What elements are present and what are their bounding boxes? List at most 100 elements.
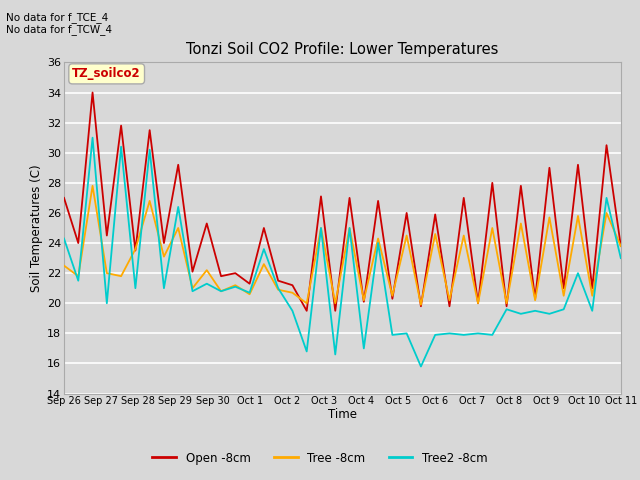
Tree -8cm: [360, 298, 367, 303]
Title: Tonzi Soil CO2 Profile: Lower Temperatures: Tonzi Soil CO2 Profile: Lower Temperatur…: [186, 42, 499, 57]
Tree2 -8cm: [303, 348, 310, 354]
Open -8cm: [246, 281, 253, 287]
Open -8cm: [545, 165, 553, 171]
Open -8cm: [417, 303, 425, 309]
Tree2 -8cm: [403, 331, 410, 336]
Tree -8cm: [232, 282, 239, 288]
Tree -8cm: [103, 270, 111, 276]
Tree -8cm: [203, 267, 211, 273]
Open -8cm: [531, 296, 539, 301]
Tree -8cm: [417, 302, 425, 308]
Tree2 -8cm: [588, 308, 596, 314]
Tree2 -8cm: [531, 308, 539, 314]
Open -8cm: [74, 240, 82, 246]
Tree2 -8cm: [431, 332, 439, 338]
Open -8cm: [388, 296, 396, 301]
Tree -8cm: [217, 288, 225, 294]
Open -8cm: [374, 198, 382, 204]
Tree -8cm: [117, 273, 125, 279]
Tree2 -8cm: [417, 364, 425, 370]
Open -8cm: [445, 303, 453, 309]
Tree2 -8cm: [189, 288, 196, 294]
Tree2 -8cm: [503, 306, 511, 312]
Tree2 -8cm: [517, 311, 525, 317]
Open -8cm: [460, 195, 468, 201]
Open -8cm: [360, 299, 367, 305]
Tree2 -8cm: [217, 288, 225, 294]
Tree -8cm: [388, 293, 396, 299]
Tree -8cm: [60, 263, 68, 268]
Tree2 -8cm: [203, 281, 211, 287]
Tree -8cm: [275, 287, 282, 293]
Tree2 -8cm: [360, 346, 367, 351]
Open -8cm: [117, 123, 125, 129]
Tree -8cm: [74, 273, 82, 279]
Tree2 -8cm: [260, 246, 268, 252]
Tree2 -8cm: [275, 285, 282, 291]
Tree2 -8cm: [246, 290, 253, 296]
Open -8cm: [275, 278, 282, 284]
Tree -8cm: [132, 246, 140, 252]
Tree -8cm: [474, 300, 482, 306]
Tree2 -8cm: [146, 147, 154, 153]
Tree -8cm: [603, 210, 611, 216]
Open -8cm: [503, 303, 511, 309]
Tree -8cm: [574, 213, 582, 219]
Open -8cm: [260, 225, 268, 231]
Tree2 -8cm: [603, 195, 611, 201]
X-axis label: Time: Time: [328, 408, 357, 421]
Tree2 -8cm: [160, 285, 168, 291]
Tree -8cm: [289, 290, 296, 296]
Tree2 -8cm: [474, 331, 482, 336]
Open -8cm: [574, 162, 582, 168]
Tree -8cm: [588, 293, 596, 299]
Open -8cm: [517, 183, 525, 189]
Open -8cm: [403, 210, 410, 216]
Tree -8cm: [260, 261, 268, 267]
Open -8cm: [603, 142, 611, 148]
Text: No data for f_TCE_4: No data for f_TCE_4: [6, 12, 109, 23]
Tree -8cm: [488, 225, 496, 231]
Line: Open -8cm: Open -8cm: [64, 93, 621, 311]
Open -8cm: [189, 269, 196, 275]
Tree -8cm: [403, 233, 410, 239]
Line: Tree2 -8cm: Tree2 -8cm: [64, 138, 621, 367]
Open -8cm: [303, 308, 310, 314]
Open -8cm: [560, 285, 568, 291]
Tree2 -8cm: [346, 225, 353, 231]
Tree2 -8cm: [445, 331, 453, 336]
Tree2 -8cm: [89, 135, 97, 141]
Tree -8cm: [431, 231, 439, 237]
Tree2 -8cm: [74, 278, 82, 284]
Tree -8cm: [531, 298, 539, 303]
Tree2 -8cm: [488, 332, 496, 338]
Legend: Open -8cm, Tree -8cm, Tree2 -8cm: Open -8cm, Tree -8cm, Tree2 -8cm: [148, 447, 492, 469]
Text: TZ_soilco2: TZ_soilco2: [72, 67, 141, 80]
Open -8cm: [174, 162, 182, 168]
Open -8cm: [217, 273, 225, 279]
Tree2 -8cm: [103, 300, 111, 306]
Tree2 -8cm: [460, 332, 468, 338]
Tree -8cm: [332, 300, 339, 306]
Tree -8cm: [545, 215, 553, 220]
Tree -8cm: [517, 221, 525, 227]
Open -8cm: [89, 90, 97, 96]
Tree2 -8cm: [174, 204, 182, 210]
Line: Tree -8cm: Tree -8cm: [64, 186, 621, 305]
Open -8cm: [160, 240, 168, 246]
Text: No data for f_TCW_4: No data for f_TCW_4: [6, 24, 113, 35]
Open -8cm: [232, 270, 239, 276]
Open -8cm: [617, 243, 625, 249]
Tree -8cm: [303, 300, 310, 306]
Tree -8cm: [346, 225, 353, 231]
Y-axis label: Soil Temperatures (C): Soil Temperatures (C): [30, 164, 43, 292]
Tree2 -8cm: [289, 308, 296, 314]
Open -8cm: [289, 282, 296, 288]
Tree -8cm: [317, 225, 325, 231]
Open -8cm: [60, 195, 68, 201]
Tree2 -8cm: [388, 332, 396, 338]
Tree2 -8cm: [60, 236, 68, 241]
Tree2 -8cm: [332, 351, 339, 357]
Tree -8cm: [374, 236, 382, 241]
Tree -8cm: [560, 293, 568, 299]
